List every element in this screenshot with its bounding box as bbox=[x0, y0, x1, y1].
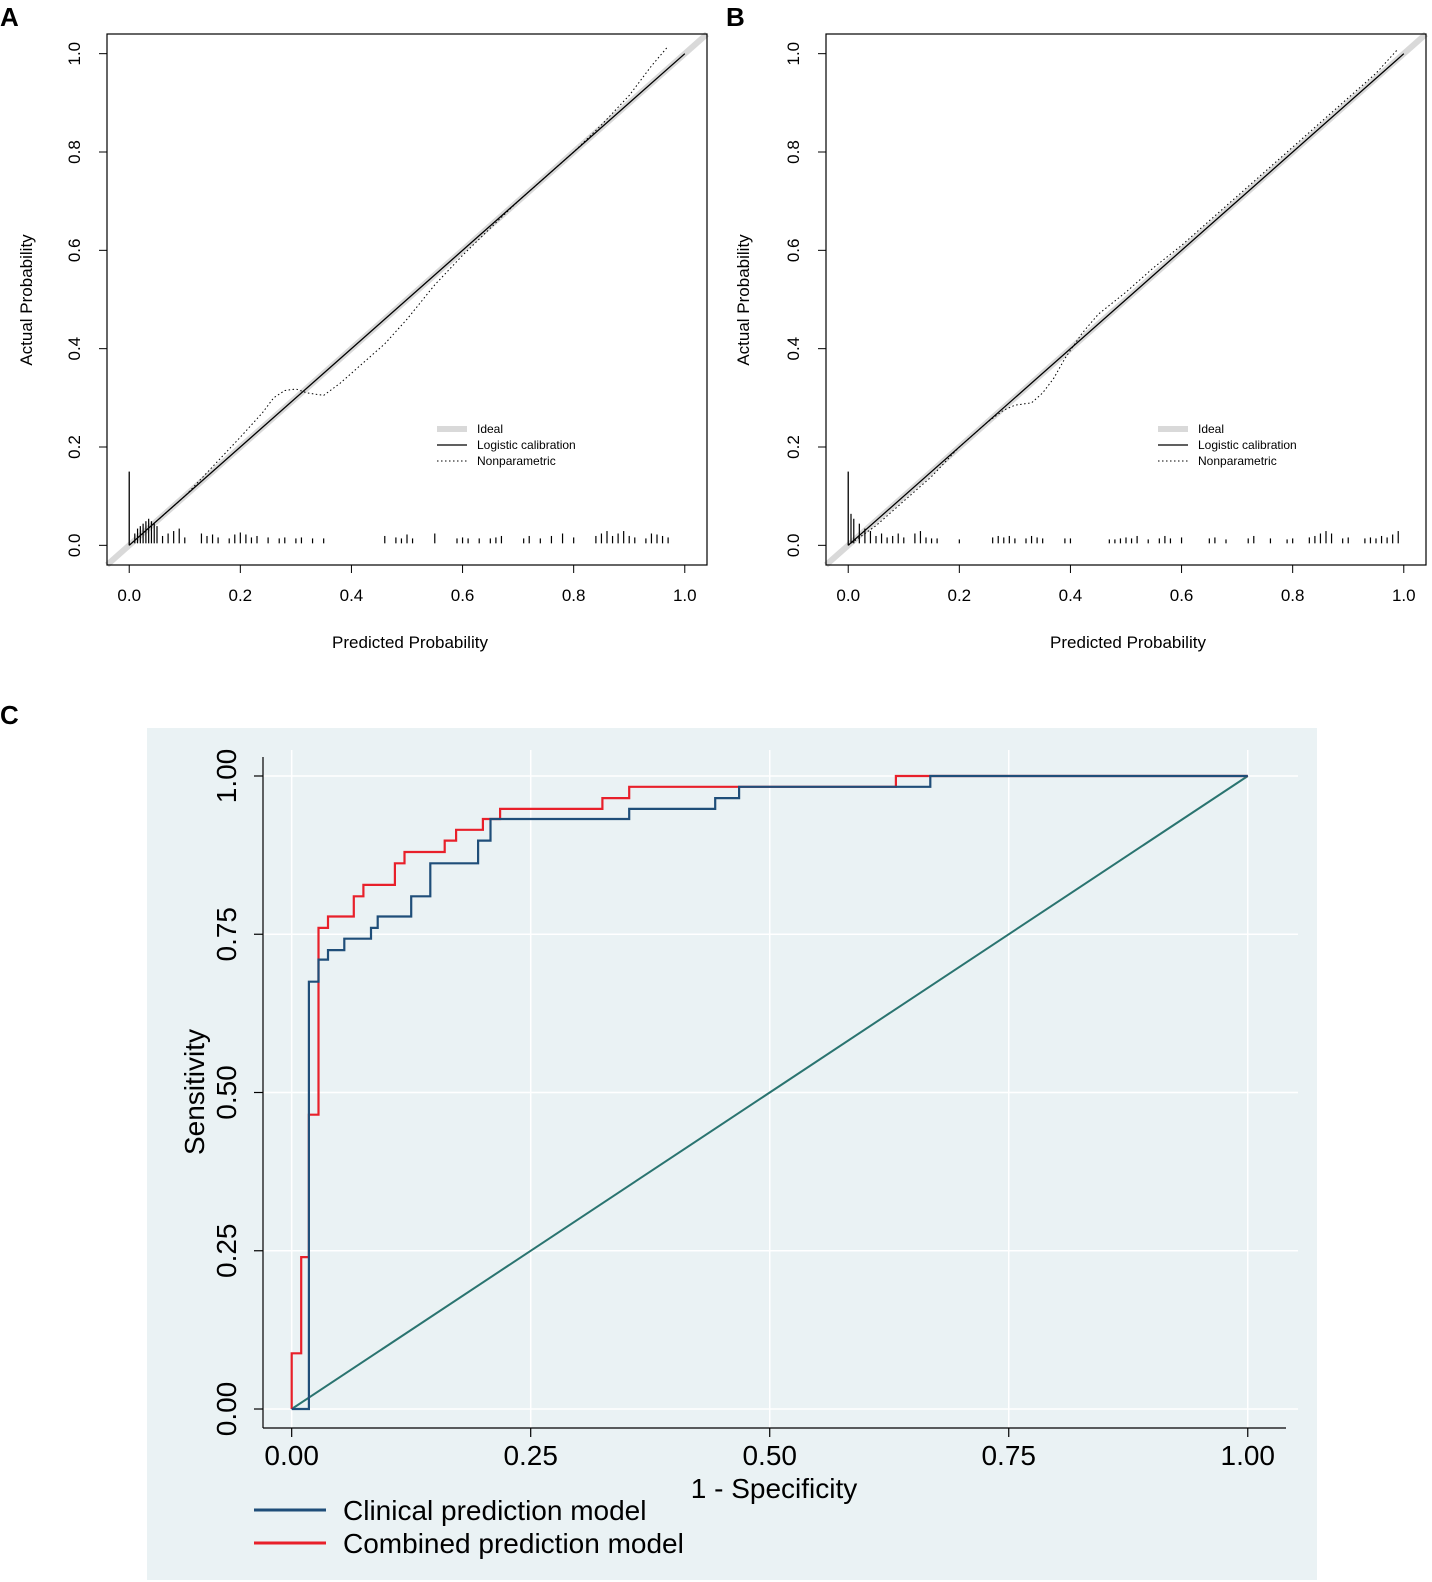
b-series-nonparametric bbox=[847, 48, 1399, 546]
c-y-tick-label: 1.00 bbox=[211, 749, 242, 804]
a-y-axis: 0.0 0.2 0.4 0.6 0.8 1.0 bbox=[65, 42, 107, 557]
b-x-axis-label: Predicted Probability bbox=[1050, 633, 1206, 652]
a-x-axis-label: Predicted Probability bbox=[332, 633, 488, 652]
b-marks bbox=[847, 48, 1405, 546]
b-x-tick-label: 1.0 bbox=[1392, 586, 1416, 605]
c-panel-background bbox=[147, 728, 1317, 1580]
a-x-tick-label: 0.0 bbox=[117, 586, 141, 605]
b-y-tick-label: 0.2 bbox=[784, 435, 803, 459]
c-x-tick-label: 0.50 bbox=[742, 1440, 797, 1471]
c-y-axis: 0.00 0.25 0.50 0.75 1.00 bbox=[211, 749, 263, 1437]
c-x-tick-label: 0.00 bbox=[264, 1440, 319, 1471]
b-x-tick-label: 0.4 bbox=[1059, 586, 1083, 605]
b-y-tick-label: 0.4 bbox=[784, 337, 803, 361]
a-x-tick-label: 0.4 bbox=[340, 586, 364, 605]
a-x-tick-label: 0.2 bbox=[229, 586, 253, 605]
c-legend-combined-label: Combined prediction model bbox=[343, 1528, 684, 1559]
b-x-tick-label: 0.6 bbox=[1170, 586, 1194, 605]
b-series-logistic-calibration bbox=[847, 53, 1405, 546]
c-gridlines bbox=[263, 750, 1298, 1428]
c-legend-clinical-label: Clinical prediction model bbox=[343, 1495, 646, 1526]
a-y-tick-label: 0.4 bbox=[65, 337, 84, 361]
b-legend: Ideal Logistic calibration Nonparametric bbox=[1158, 422, 1297, 468]
panel-c: C 0.00 0.25 0.50 0.75 1.00 0.00 0.25 0.50 0.75 1… bbox=[0, 700, 1317, 1580]
a-y-tick-label: 0.0 bbox=[65, 534, 84, 558]
a-legend-ideal-label: Ideal bbox=[477, 422, 503, 436]
a-x-tick-label: 1.0 bbox=[673, 586, 697, 605]
b-legend-ideal-label: Ideal bbox=[1198, 422, 1224, 436]
c-x-axis: 0.00 0.25 0.50 0.75 1.00 bbox=[264, 1428, 1275, 1471]
a-y-tick-label: 0.2 bbox=[65, 435, 84, 459]
c-x-tick-label: 1.00 bbox=[1221, 1440, 1276, 1471]
b-y-tick-label: 0.6 bbox=[784, 239, 803, 263]
b-legend-nonparametric-label: Nonparametric bbox=[1198, 454, 1277, 468]
c-series-combined bbox=[290, 774, 1248, 1409]
c-y-tick-label: 0.50 bbox=[211, 1065, 242, 1120]
b-y-tick-label: 0.0 bbox=[784, 534, 803, 558]
c-legend: Clinical prediction model Combined predi… bbox=[254, 1495, 684, 1559]
b-y-axis-label: Actual Probability bbox=[734, 234, 753, 366]
c-y-tick-label: 0.75 bbox=[211, 907, 242, 962]
a-legend-logistic-label: Logistic calibration bbox=[477, 438, 576, 452]
a-y-axis-label: Actual Probability bbox=[17, 234, 36, 366]
a-x-tick-label: 0.6 bbox=[451, 586, 475, 605]
a-y-tick-label: 0.8 bbox=[65, 140, 84, 164]
c-y-axis-label: Sensitivity bbox=[179, 1029, 210, 1155]
b-plot-frame bbox=[825, 33, 1427, 566]
c-x-tick-label: 0.25 bbox=[503, 1440, 558, 1471]
c-y-tick-label: 0.00 bbox=[211, 1382, 242, 1437]
a-series-logistic-calibration bbox=[128, 53, 686, 546]
panel-label-c: C bbox=[0, 700, 19, 730]
c-y-tick-label: 0.25 bbox=[211, 1224, 242, 1279]
a-legend-nonparametric-label: Nonparametric bbox=[477, 454, 556, 468]
a-marks bbox=[128, 45, 686, 546]
c-marks bbox=[290, 774, 1249, 1411]
panel-label-a: A bbox=[0, 2, 19, 32]
a-y-tick-label: 1.0 bbox=[65, 42, 84, 66]
b-y-tick-label: 0.8 bbox=[784, 140, 803, 164]
c-x-tick-label: 0.75 bbox=[981, 1440, 1036, 1471]
c-series-reference bbox=[291, 775, 1249, 1410]
panel-b: B 0.0 0.2 0.4 0.6 0.8 1.0 0.00.20.40.60.81.0 … bbox=[726, 2, 1428, 652]
b-x-tick-label: 0.2 bbox=[948, 586, 972, 605]
a-legend: Ideal Logistic calibration Nonparametric bbox=[437, 422, 576, 468]
a-plot-frame bbox=[106, 33, 708, 566]
panel-label-b: B bbox=[726, 2, 745, 32]
panel-a: A 0.0 0.2 0.4 0.6 0.8 1.0 0.00.20.40.60.81.0 … bbox=[0, 2, 709, 652]
c-x-axis-label: 1 - Specificity bbox=[691, 1473, 858, 1504]
a-x-tick-label: 0.8 bbox=[562, 586, 586, 605]
a-y-tick-label: 0.6 bbox=[65, 239, 84, 263]
b-y-tick-label: 1.0 bbox=[784, 42, 803, 66]
b-y-axis: 0.0 0.2 0.4 0.6 0.8 1.0 bbox=[784, 42, 826, 557]
b-x-tick-label: 0.0 bbox=[836, 586, 860, 605]
a-x-axis: 0.0 0.2 0.4 0.6 0.8 1.0 bbox=[117, 565, 697, 605]
b-x-tick-label: 0.8 bbox=[1281, 586, 1305, 605]
c-series-clinical bbox=[291, 774, 1248, 1411]
b-x-axis: 0.0 0.2 0.4 0.6 0.8 1.0 bbox=[836, 565, 1416, 605]
b-legend-logistic-label: Logistic calibration bbox=[1198, 438, 1297, 452]
